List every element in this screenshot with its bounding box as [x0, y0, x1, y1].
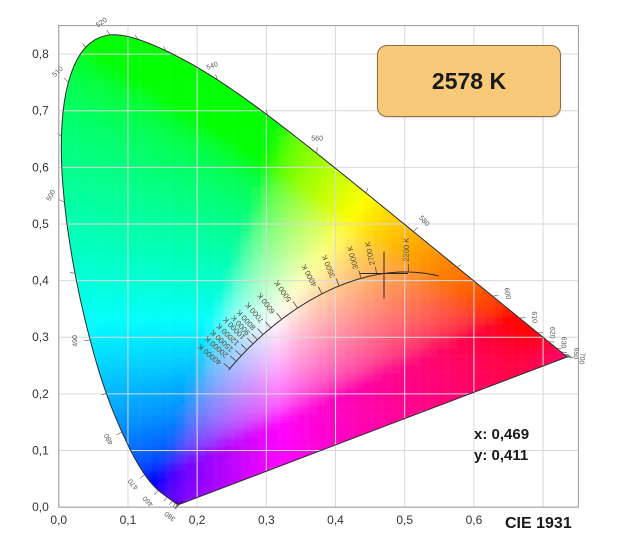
- svg-text:0,8: 0,8: [32, 47, 49, 61]
- svg-text:600: 600: [502, 287, 511, 300]
- svg-text:500: 500: [46, 189, 58, 203]
- svg-text:0,5: 0,5: [396, 513, 413, 527]
- svg-text:2200 K: 2200 K: [402, 238, 411, 262]
- svg-text:0,4: 0,4: [32, 274, 49, 288]
- svg-text:520: 520: [95, 17, 109, 29]
- svg-text:630: 630: [559, 337, 567, 349]
- svg-text:610: 610: [530, 311, 538, 323]
- svg-text:0,1: 0,1: [120, 513, 137, 527]
- svg-text:580: 580: [417, 215, 430, 228]
- svg-text:0,6: 0,6: [32, 160, 49, 174]
- svg-text:0,0: 0,0: [32, 500, 49, 514]
- svg-text:620: 620: [548, 327, 555, 339]
- svg-text:0,0: 0,0: [50, 513, 67, 527]
- svg-text:470: 470: [127, 477, 140, 491]
- svg-text:510: 510: [52, 65, 65, 78]
- svg-text:460: 460: [142, 494, 155, 507]
- svg-text:0,1: 0,1: [32, 444, 49, 458]
- svg-text:0,2: 0,2: [32, 387, 49, 401]
- svg-text:0,6: 0,6: [466, 513, 483, 527]
- svg-text:0,2: 0,2: [189, 513, 206, 527]
- svg-text:560: 560: [311, 135, 323, 142]
- svg-text:0,7: 0,7: [32, 104, 49, 118]
- svg-text:480: 480: [103, 432, 115, 446]
- svg-text:0,3: 0,3: [258, 513, 275, 527]
- svg-text:380: 380: [164, 509, 178, 522]
- svg-text:0,5: 0,5: [32, 217, 49, 231]
- svg-text:490: 490: [72, 335, 80, 347]
- svg-text:0,4: 0,4: [327, 513, 344, 527]
- svg-text:0,3: 0,3: [32, 330, 49, 344]
- svg-text:540: 540: [206, 61, 220, 72]
